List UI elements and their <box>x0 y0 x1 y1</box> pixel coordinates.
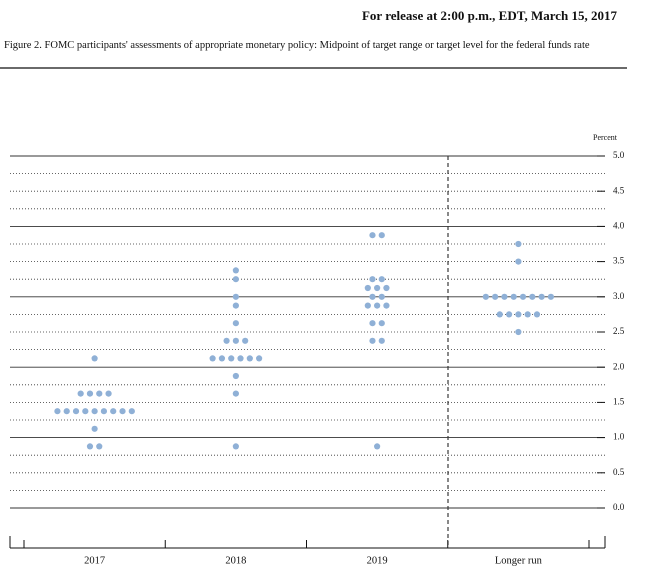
dot <box>369 276 376 283</box>
dot <box>110 408 117 415</box>
dot <box>383 302 390 309</box>
y-tick-label: 4.0 <box>613 220 625 230</box>
dot <box>232 267 239 274</box>
dot <box>374 284 381 292</box>
dot <box>505 311 513 318</box>
dot <box>100 408 108 415</box>
dot <box>529 293 536 300</box>
dot <box>524 311 531 318</box>
dot <box>364 302 371 309</box>
dot <box>232 372 239 380</box>
y-tick-label: 5.0 <box>613 150 625 160</box>
dot <box>246 355 253 362</box>
dot <box>256 355 263 362</box>
dot <box>378 337 385 344</box>
y-tick-label: 1.5 <box>613 396 625 406</box>
dot <box>72 408 80 415</box>
y-tick-label: 0.5 <box>613 467 625 477</box>
x-tick-label: 2017 <box>84 555 105 566</box>
dot <box>218 355 226 362</box>
dot <box>54 408 61 415</box>
dot <box>538 293 545 300</box>
dot <box>492 293 499 300</box>
dot <box>369 337 376 344</box>
y-tick-label: 2.5 <box>613 326 625 336</box>
dot <box>510 293 517 300</box>
dot <box>378 320 385 327</box>
x-tick-label: 2018 <box>225 555 246 566</box>
dot <box>232 302 239 309</box>
dot <box>63 408 70 415</box>
dot <box>383 284 390 292</box>
dot <box>77 390 84 397</box>
dot <box>378 276 385 283</box>
dot <box>364 284 371 292</box>
dot <box>378 293 385 300</box>
dot <box>369 293 376 300</box>
y-tick-label: 1.0 <box>613 432 625 442</box>
dot <box>237 355 244 362</box>
dot <box>519 293 527 300</box>
dot <box>128 408 135 415</box>
dot <box>515 240 522 248</box>
y-tick-label: 0.0 <box>613 502 625 512</box>
dot <box>496 311 503 318</box>
dot <box>86 443 94 450</box>
chart-title: Figure 2. FOMC participants' assessments… <box>4 40 590 51</box>
dot <box>232 276 239 283</box>
dot <box>482 293 489 300</box>
dot <box>533 311 541 318</box>
y-tick-label: 3.0 <box>613 291 625 301</box>
y-tick-label: 3.5 <box>613 256 625 266</box>
dot <box>501 293 508 300</box>
dot <box>82 408 89 415</box>
x-tick-label: Longer run <box>495 555 543 566</box>
x-tick-label: 2019 <box>367 555 388 566</box>
dot <box>119 408 126 415</box>
y-tick-label: 4.5 <box>613 185 625 195</box>
dot <box>228 355 235 362</box>
dot <box>232 390 239 397</box>
dot <box>232 293 239 300</box>
dot <box>232 320 239 327</box>
dot <box>515 258 522 265</box>
dot <box>374 443 381 450</box>
dot <box>91 425 98 432</box>
dot <box>223 337 230 344</box>
release-header: For release at 2:00 p.m., EDT, March 15,… <box>362 8 618 23</box>
dot <box>547 293 555 300</box>
dot <box>369 232 376 239</box>
dot <box>515 328 522 336</box>
dot <box>378 232 385 239</box>
dot <box>232 337 239 344</box>
dot <box>209 355 216 362</box>
dot <box>96 390 103 397</box>
caption-box: Figure 2. FOMC participants' assessments… <box>4 40 590 51</box>
dot <box>242 337 249 344</box>
y-tick-label: 2.0 <box>613 361 625 371</box>
dot <box>232 443 239 450</box>
dot <box>96 443 103 450</box>
dot <box>91 408 98 415</box>
dot <box>374 302 381 309</box>
dot <box>86 390 94 397</box>
dot <box>91 355 98 362</box>
y-axis-label: Percent <box>593 133 618 142</box>
dot <box>105 390 112 397</box>
dot <box>369 320 376 327</box>
dot <box>515 311 522 318</box>
